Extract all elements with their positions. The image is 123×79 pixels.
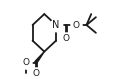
Text: O: O [73, 21, 80, 30]
Text: O: O [63, 34, 70, 43]
Text: O: O [22, 58, 29, 67]
Text: N: N [52, 20, 60, 30]
Text: O: O [32, 69, 39, 78]
Polygon shape [35, 52, 44, 63]
